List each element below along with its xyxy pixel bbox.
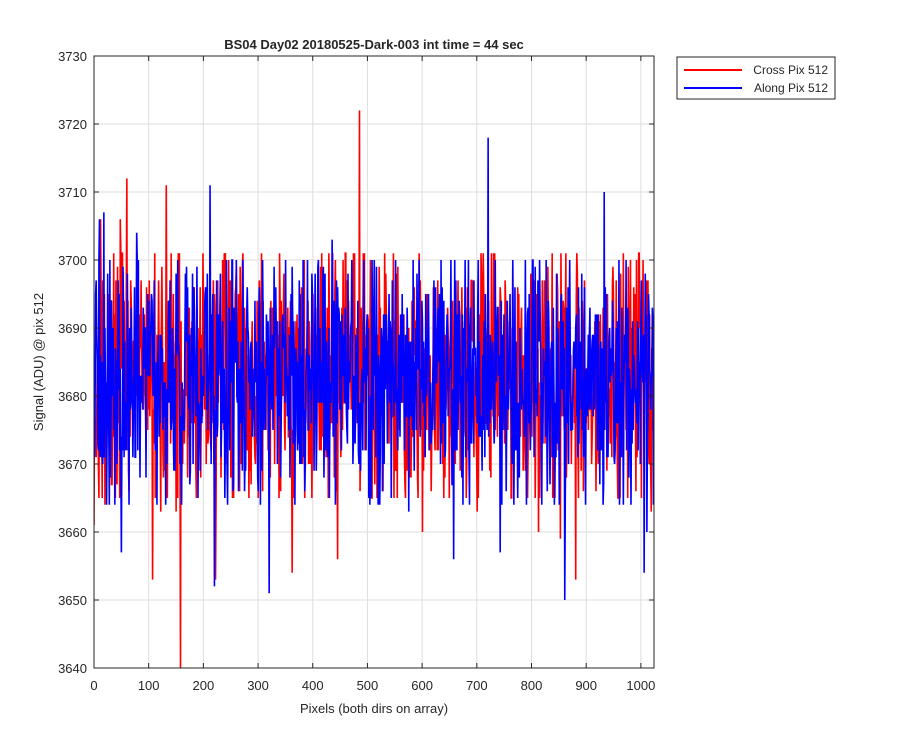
series-line-along-pix-512 <box>94 137 654 601</box>
y-axis-label: Signal (ADU) @ pix 512 <box>31 293 46 431</box>
y-tick-label: 3700 <box>58 253 87 268</box>
x-tick-label: 700 <box>466 678 488 693</box>
x-tick-label: 0 <box>90 678 97 693</box>
legend-label-cross: Cross Pix 512 <box>753 63 828 77</box>
x-tick-label: 600 <box>411 678 433 693</box>
x-tick-label: 900 <box>575 678 597 693</box>
x-tick-label: 500 <box>357 678 379 693</box>
y-tick-label: 3670 <box>58 457 87 472</box>
x-tick-label: 800 <box>521 678 543 693</box>
plot-frame <box>93 55 655 669</box>
legend-label-along: Along Pix 512 <box>754 81 828 95</box>
y-tick-label: 3660 <box>58 525 87 540</box>
y-tick-label: 3680 <box>58 389 87 404</box>
x-axis-label: Pixels (both dirs on array) <box>300 701 448 716</box>
chart-title: BS04 Day02 20180525-Dark-003 int time = … <box>224 37 524 52</box>
x-tick-label: 200 <box>193 678 215 693</box>
y-tick-label: 3720 <box>58 117 87 132</box>
y-tick-label: 3730 <box>58 49 87 64</box>
x-tick-label: 1000 <box>626 678 655 693</box>
y-tick-label: 3710 <box>58 185 87 200</box>
x-tick-label: 100 <box>138 678 160 693</box>
y-tick-label: 3650 <box>58 593 87 608</box>
legend-box <box>676 56 836 100</box>
x-tick-label: 300 <box>247 678 269 693</box>
x-tick-label: 400 <box>302 678 324 693</box>
y-tick-label: 3640 <box>58 661 87 676</box>
y-tick-label: 3690 <box>58 321 87 336</box>
legend: Cross Pix 512 Along Pix 512 <box>676 56 836 100</box>
axis-ticks: 0 100 200 300 400 500 600 700 800 900 1000 3640 3650… <box>58 49 655 693</box>
series-layer <box>94 110 654 668</box>
